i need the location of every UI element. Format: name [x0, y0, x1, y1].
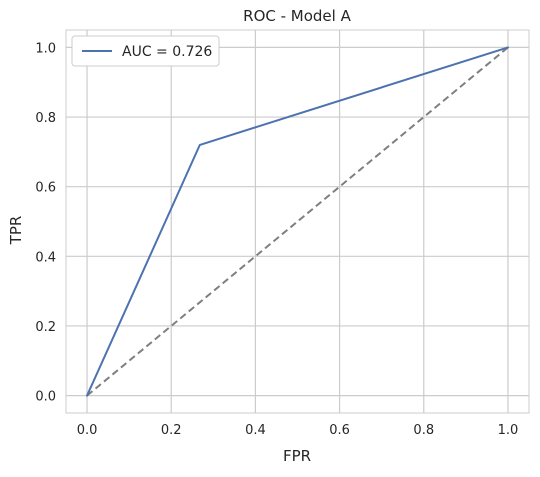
- y-axis-label: TPR: [7, 216, 25, 246]
- x-tick-label: 0.2: [161, 423, 182, 438]
- chart-title: ROC - Model A: [243, 7, 351, 25]
- legend: AUC = 0.726: [71, 35, 220, 67]
- legend-frame: [71, 35, 220, 67]
- y-tick-label: 0.0: [35, 390, 56, 405]
- y-tick-label: 1.0: [35, 41, 56, 56]
- y-tick-label: 0.2: [35, 320, 56, 335]
- legend-label: AUC = 0.726: [122, 44, 212, 60]
- tick-layer: 0.0 0.2 0.4 0.6 0.8 1.0 0.0 0.2 0.4 0.6 0.8 1.0: [35, 41, 518, 438]
- roc-curve-line: [86, 46, 509, 397]
- x-axis-label: FPR: [283, 447, 311, 465]
- x-tick-label: 0.8: [413, 423, 434, 438]
- series-layer: [86, 46, 509, 397]
- plot-area: [65, 29, 530, 414]
- chance-diagonal-line: [86, 46, 509, 397]
- y-tick-label: 0.6: [35, 181, 56, 196]
- x-tick-label: 0.0: [77, 423, 98, 438]
- x-tick-label: 0.6: [329, 423, 350, 438]
- grid-layer: [66, 30, 529, 413]
- x-tick-label: 1.0: [498, 423, 519, 438]
- y-tick-label: 0.4: [35, 250, 56, 265]
- y-tick-label: 0.8: [35, 111, 56, 126]
- x-tick-label: 0.4: [245, 423, 266, 438]
